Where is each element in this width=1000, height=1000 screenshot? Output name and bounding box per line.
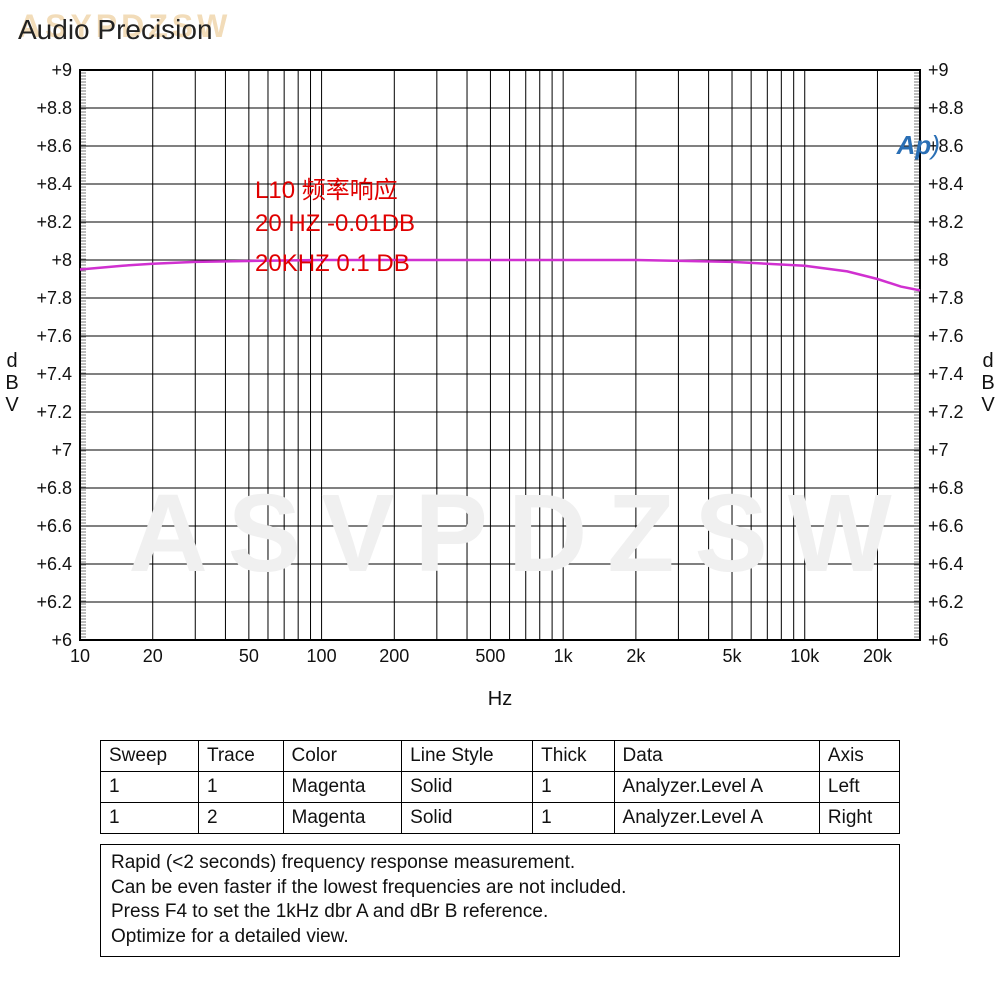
table-cell: 2 [198, 803, 283, 834]
svg-text:+9: +9 [51, 60, 72, 80]
table-header: Thick [533, 741, 614, 772]
svg-text:2k: 2k [626, 646, 646, 666]
svg-text:+8: +8 [928, 250, 949, 270]
svg-text:+8.6: +8.6 [36, 136, 72, 156]
table-header: Trace [198, 741, 283, 772]
svg-text:+7.6: +7.6 [36, 326, 72, 346]
x-axis-label: Hz [0, 688, 1000, 711]
table-row: 11MagentaSolid1Analyzer.Level ALeft [101, 772, 900, 803]
svg-text:+7.8: +7.8 [36, 288, 72, 308]
svg-text:20k: 20k [863, 646, 893, 666]
svg-text:+6.8: +6.8 [928, 478, 964, 498]
svg-text:+7.2: +7.2 [36, 402, 72, 422]
svg-text:50: 50 [239, 646, 259, 666]
note-line: Rapid (<2 seconds) frequency response me… [111, 851, 889, 876]
svg-text:+7.4: +7.4 [928, 364, 964, 384]
notes-box: Rapid (<2 seconds) frequency response me… [100, 844, 900, 957]
table-cell: Solid [402, 772, 533, 803]
table-cell: Analyzer.Level A [614, 772, 819, 803]
svg-text:5k: 5k [723, 646, 743, 666]
table-header: Data [614, 741, 819, 772]
page-title: Audio Precision [18, 14, 213, 46]
svg-text:+6.4: +6.4 [36, 554, 72, 574]
trace-table-container: SweepTraceColorLine StyleThickDataAxis 1… [100, 740, 900, 957]
svg-text:+8: +8 [51, 250, 72, 270]
table-cell: Right [819, 803, 899, 834]
chart-svg: +6 +6 +6.2 +6.2 +6.4 +6.4 +6.6 +6.6 +6.8 +6.8 +7 +7… [0, 60, 1000, 720]
svg-text:+7: +7 [928, 440, 949, 460]
svg-text:+8.2: +8.2 [36, 212, 72, 232]
table-header: Axis [819, 741, 899, 772]
svg-text:10: 10 [70, 646, 90, 666]
trace-table: SweepTraceColorLine StyleThickDataAxis 1… [100, 740, 900, 834]
svg-text:+6: +6 [928, 630, 949, 650]
svg-text:20: 20 [143, 646, 163, 666]
svg-text:+8.2: +8.2 [928, 212, 964, 232]
svg-text:+6.8: +6.8 [36, 478, 72, 498]
svg-text:+6: +6 [51, 630, 72, 650]
svg-text:+6.6: +6.6 [36, 516, 72, 536]
ap-logo: Ap) [897, 130, 940, 161]
table-header: Color [283, 741, 402, 772]
y-axis-label-right: d B V [978, 350, 998, 416]
svg-text:+9: +9 [928, 60, 949, 80]
svg-text:+7.6: +7.6 [928, 326, 964, 346]
table-row: 12MagentaSolid1Analyzer.Level ARight [101, 803, 900, 834]
note-line: Can be even faster if the lowest frequen… [111, 876, 889, 901]
svg-text:+8.4: +8.4 [36, 174, 72, 194]
svg-text:+7.4: +7.4 [36, 364, 72, 384]
table-cell: 1 [533, 803, 614, 834]
svg-text:+8.8: +8.8 [36, 98, 72, 118]
table-header: Sweep [101, 741, 199, 772]
table-cell: Solid [402, 803, 533, 834]
svg-text:+6.2: +6.2 [36, 592, 72, 612]
svg-text:+8.8: +8.8 [928, 98, 964, 118]
table-cell: 1 [101, 772, 199, 803]
table-cell: 1 [101, 803, 199, 834]
table-cell: Analyzer.Level A [614, 803, 819, 834]
table-cell: Magenta [283, 803, 402, 834]
table-cell: 1 [533, 772, 614, 803]
svg-text:+6.4: +6.4 [928, 554, 964, 574]
svg-text:+8.4: +8.4 [928, 174, 964, 194]
svg-text:+7.8: +7.8 [928, 288, 964, 308]
svg-text:1k: 1k [554, 646, 574, 666]
table-cell: Left [819, 772, 899, 803]
table-cell: 1 [198, 772, 283, 803]
table-cell: Magenta [283, 772, 402, 803]
svg-text:500: 500 [475, 646, 505, 666]
svg-text:100: 100 [307, 646, 337, 666]
note-line: Optimize for a detailed view. [111, 925, 889, 950]
svg-text:+7: +7 [51, 440, 72, 460]
chart-annotation-0: L10 频率响应 [255, 170, 398, 205]
svg-text:+6.6: +6.6 [928, 516, 964, 536]
chart-container: ASVPDZSW +6+6+6.2+6.2+6.4+6.4+6.6+6.6+6.… [0, 60, 1000, 700]
table-header: Line Style [402, 741, 533, 772]
svg-text:10k: 10k [790, 646, 820, 666]
svg-text:+6.2: +6.2 [928, 592, 964, 612]
note-line: Press F4 to set the 1kHz dbr A and dBr B… [111, 900, 889, 925]
chart-annotation-2: 20KHZ 0.1 DB [255, 250, 410, 278]
svg-text:200: 200 [379, 646, 409, 666]
svg-text:+7.2: +7.2 [928, 402, 964, 422]
y-axis-label-left: d B V [2, 350, 22, 416]
chart-annotation-1: 20 HZ -0.01DB [255, 210, 415, 238]
